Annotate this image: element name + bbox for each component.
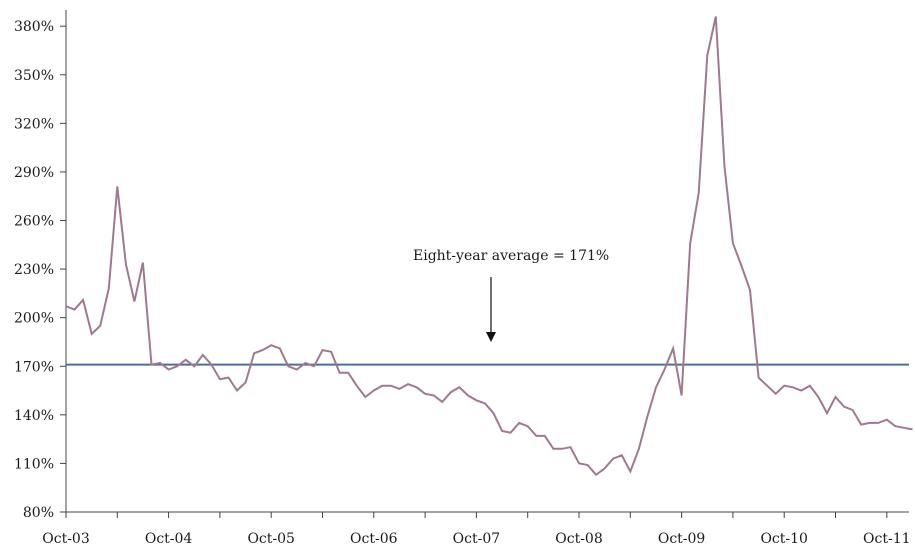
y-tick-label: 230% xyxy=(14,262,54,278)
y-tick-label: 260% xyxy=(14,214,54,230)
y-tick-label: 350% xyxy=(14,68,54,84)
y-tick-label: 140% xyxy=(14,408,54,424)
annotation-arrow xyxy=(486,277,496,342)
arrow-head xyxy=(486,332,496,342)
y-tick-label: 110% xyxy=(14,456,54,472)
y-tick-label: 290% xyxy=(14,165,54,181)
x-tick-label: Oct-04 xyxy=(145,531,193,547)
x-tick-label: Oct-09 xyxy=(658,531,706,547)
x-axis: Oct-03 Oct-04 Oct-05 Oct-06 Oct-07 Oct-08 Oct-… xyxy=(42,511,911,547)
x-tick-label: Oct-07 xyxy=(453,531,501,547)
y-axis: 80% 110% 140% 170% 200% 230% 260% 290% 320% 350% 3… xyxy=(14,10,67,521)
y-tick-label: 380% xyxy=(14,19,54,35)
x-tick-label: Oct-11 xyxy=(863,531,911,547)
x-tick-label: Oct-03 xyxy=(42,531,90,547)
x-tick-label: Oct-05 xyxy=(247,531,295,547)
series-line xyxy=(65,16,913,477)
y-tick-label: 80% xyxy=(23,505,54,521)
y-tick-label: 170% xyxy=(14,359,54,375)
x-tick-label: Oct-08 xyxy=(555,531,603,547)
average-annotation: Eight-year average = 171% xyxy=(413,248,609,264)
x-tick-label: Oct-10 xyxy=(760,531,808,547)
y-tick-label: 320% xyxy=(14,116,54,132)
y-tick-label: 200% xyxy=(14,311,54,327)
x-tick-label: Oct-06 xyxy=(350,531,398,547)
